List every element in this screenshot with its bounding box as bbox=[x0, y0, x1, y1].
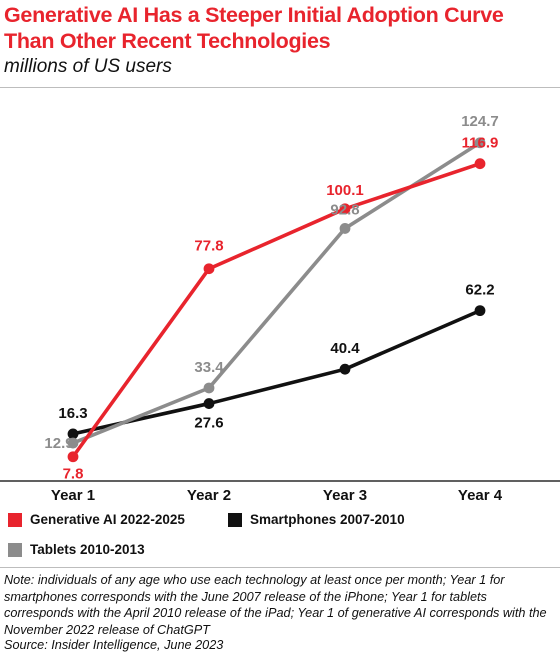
data-label-smartphones: 40.4 bbox=[330, 340, 360, 357]
legend-swatch-generative-ai bbox=[8, 512, 22, 527]
legend-item-generative-ai: Generative AI 2022-2025 bbox=[8, 512, 185, 527]
x-tick-label: Year 2 bbox=[187, 487, 231, 504]
legend-swatch-tablets bbox=[8, 542, 22, 557]
data-point-tablets bbox=[474, 137, 486, 149]
legend-label-generative-ai: Generative AI 2022-2025 bbox=[30, 512, 185, 527]
data-point-generative-ai bbox=[203, 263, 215, 275]
series-line-generative-ai bbox=[71, 161, 481, 458]
data-point-generative-ai bbox=[67, 451, 79, 463]
data-label-tablets: 92.8 bbox=[330, 201, 359, 218]
data-point-smartphones bbox=[339, 363, 351, 375]
data-point-generative-ai bbox=[474, 158, 486, 170]
data-label-tablets: 12.9 bbox=[44, 435, 73, 452]
series-line-tablets bbox=[72, 141, 481, 445]
chart-title: Generative AI Has a Steeper Initial Adop… bbox=[4, 3, 504, 53]
x-tick-label: Year 4 bbox=[458, 487, 503, 504]
data-label-smartphones: 16.3 bbox=[58, 405, 87, 422]
chart-note: Note: individuals of any age who use eac… bbox=[4, 573, 547, 637]
legend-label-tablets: Tablets 2010-2013 bbox=[30, 542, 145, 557]
legend-swatch-smartphones bbox=[228, 512, 242, 527]
legend-item-tablets: Tablets 2010-2013 bbox=[8, 542, 145, 557]
data-point-smartphones bbox=[474, 305, 486, 317]
data-label-generative-ai: 7.8 bbox=[63, 466, 84, 483]
data-label-tablets: 124.7 bbox=[461, 113, 499, 130]
data-label-tablets: 33.4 bbox=[194, 359, 224, 376]
top-divider bbox=[0, 87, 560, 88]
data-label-smartphones: 62.2 bbox=[465, 282, 494, 299]
data-point-smartphones bbox=[67, 428, 79, 440]
legend-item-smartphones: Smartphones 2007-2010 bbox=[228, 512, 405, 527]
data-point-tablets bbox=[339, 223, 351, 234]
data-label-generative-ai: 116.9 bbox=[462, 135, 499, 152]
data-label-generative-ai: 77.8 bbox=[194, 238, 223, 255]
data-point-smartphones bbox=[203, 398, 215, 409]
legend-label-smartphones: Smartphones 2007-2010 bbox=[250, 512, 405, 527]
series-line-smartphones bbox=[72, 308, 481, 436]
bottom-divider bbox=[0, 567, 560, 568]
x-tick-label: Year 1 bbox=[51, 487, 95, 504]
chart-subtitle: millions of US users bbox=[4, 56, 172, 77]
x-tick-label: Year 3 bbox=[323, 487, 367, 504]
line-chart: Year 1 Year 2 Year 3 Year 4 7.8 77.8 100.1 116.… bbox=[0, 113, 560, 504]
data-point-tablets bbox=[67, 437, 79, 449]
data-label-generative-ai: 100.1 bbox=[326, 182, 364, 199]
data-point-tablets bbox=[203, 382, 215, 394]
chart-source: Source: Insider Intelligence, June 2023 bbox=[4, 638, 224, 652]
data-point-generative-ai bbox=[339, 203, 351, 215]
data-label-smartphones: 27.6 bbox=[194, 415, 223, 432]
